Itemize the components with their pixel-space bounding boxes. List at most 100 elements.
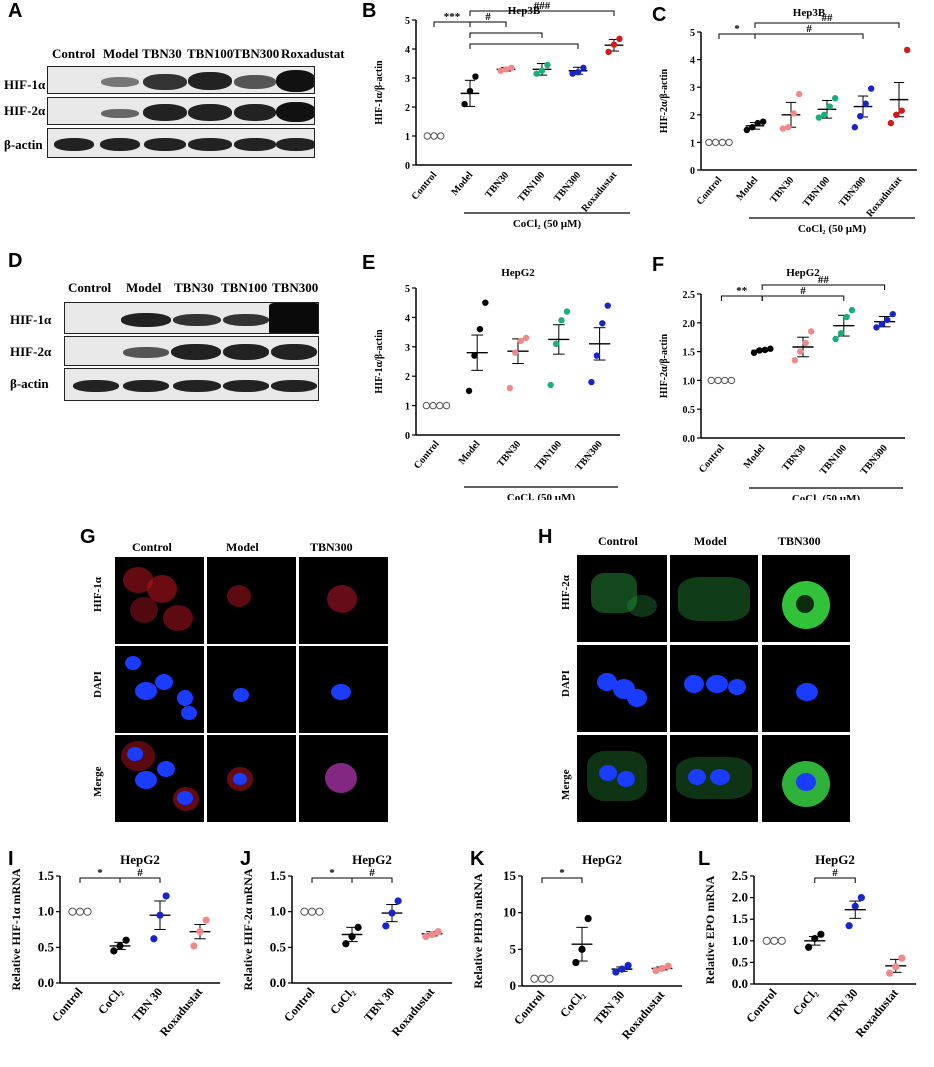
- micro-g-tbn300-dapi: [299, 646, 388, 733]
- significance-label: ##: [822, 12, 834, 24]
- data-point: [537, 974, 547, 983]
- x-tick-label: Roxadustat: [579, 169, 619, 214]
- data-point: [547, 381, 554, 389]
- x-tick-label: TBN100: [533, 439, 564, 473]
- band: [276, 70, 314, 92]
- y-tick-label: 0.0: [683, 434, 696, 445]
- cell: [155, 674, 173, 690]
- panel-letter-c: C: [652, 4, 667, 26]
- blot-d-lane-label: Model: [126, 280, 162, 295]
- micro-h-col-label: TBN300: [778, 534, 821, 548]
- data-point: [382, 922, 390, 930]
- data-point: [898, 107, 905, 114]
- data-point: [116, 942, 124, 950]
- y-tick-label: 5: [510, 941, 517, 956]
- band: [171, 344, 221, 360]
- cell: [678, 577, 750, 621]
- band: [188, 138, 232, 151]
- data-point: [807, 328, 815, 335]
- x-tick-label: Model: [457, 439, 483, 467]
- band: [271, 380, 317, 392]
- chart-l: HepG2 0.0 0.5 1.0 1.5 2.0 2.5 Relative EPO mRNA…: [703, 852, 916, 1040]
- cell: [157, 761, 175, 777]
- significance-bracket: [754, 22, 900, 28]
- micro-g-control-hif: [115, 557, 204, 644]
- cell: [135, 682, 157, 700]
- data-point: [599, 320, 606, 327]
- x-tick-label: TBN300: [574, 439, 605, 473]
- blot-d-row-label: HIF-1α: [10, 312, 52, 327]
- data-point: [162, 892, 170, 900]
- panel-letter-h: H: [538, 526, 553, 548]
- data-point: [903, 46, 911, 54]
- data-point: [423, 132, 431, 140]
- blot-a-lane-label: TBN300: [233, 46, 280, 61]
- data-point: [711, 138, 720, 147]
- group-label: CoCl₂ (50 µM): [507, 492, 576, 500]
- data-point: [508, 64, 515, 72]
- data-point: [533, 70, 540, 77]
- chart-title: HepG2: [815, 852, 855, 867]
- data-point: [790, 110, 797, 117]
- cell: [147, 575, 177, 603]
- data-point: [578, 945, 586, 953]
- band: [223, 380, 269, 392]
- y-tick-label: 1.5: [683, 348, 696, 359]
- significance-label: *: [329, 867, 335, 879]
- data-point: [851, 902, 859, 910]
- panel-letter-i: I: [8, 848, 14, 870]
- significance-bracket: [754, 33, 864, 39]
- y-tick-label: 1.0: [683, 376, 696, 387]
- data-point: [472, 73, 479, 80]
- data-point: [538, 67, 546, 74]
- y-tick-label: 2: [690, 111, 695, 122]
- cell: [327, 585, 357, 613]
- x-tick-label: TBN30: [768, 175, 796, 205]
- panel-letter-b: B: [362, 0, 377, 22]
- data-point: [795, 90, 803, 98]
- band: [234, 75, 276, 89]
- x-tick-label: Roxadustat: [864, 174, 904, 219]
- y-tick-label: 0.0: [38, 975, 54, 990]
- cell: [135, 771, 157, 789]
- data-point: [797, 348, 804, 355]
- data-point: [754, 119, 761, 127]
- x-tick-label: CoCl₂: [95, 985, 125, 1017]
- panel-letter-l: L: [698, 848, 711, 870]
- x-tick-label: TBN100: [801, 175, 832, 209]
- data-point: [83, 907, 92, 916]
- significance-label: ###: [534, 0, 551, 12]
- significance-bracket: [469, 43, 579, 49]
- data-point: [300, 907, 309, 916]
- micro-h-col-label: Model: [694, 534, 727, 548]
- y-axis-label: HIF-2α/β-actin: [659, 333, 670, 398]
- data-point: [574, 69, 582, 76]
- data-point: [522, 334, 530, 342]
- data-point: [867, 85, 875, 92]
- cell: [627, 595, 657, 617]
- x-tick-label: TBN 30: [129, 985, 165, 1024]
- x-tick-label: Control: [410, 170, 440, 203]
- micro-g-col-label: Model: [226, 540, 259, 554]
- data-point: [110, 947, 118, 955]
- data-point: [436, 401, 444, 410]
- data-point: [779, 125, 787, 132]
- data-point: [785, 124, 792, 131]
- chart-f: HepG2 0.0 0.5 1.0 1.5 2.0 2.5 HIF-2α/β-actin Con…: [659, 267, 905, 500]
- micro-h-tbn300-dapi: [762, 645, 850, 732]
- chart-i: HepG2 0.0 0.5 1.0 1.5 Relative HIF-1α mRNA Con…: [9, 852, 220, 1039]
- y-tick-label: 0.0: [732, 976, 748, 991]
- data-point: [430, 132, 438, 140]
- data-point: [843, 313, 850, 321]
- significance-label: *: [734, 23, 740, 35]
- panel-letter-e: E: [362, 252, 376, 274]
- cell: [710, 769, 730, 785]
- band: [73, 380, 119, 392]
- data-point: [434, 928, 442, 936]
- blot-a-lane-label: TBN30: [142, 46, 182, 61]
- cell: [177, 690, 193, 706]
- y-axis-label: Relative HIF-1α mRNA: [9, 868, 23, 990]
- cell: [127, 747, 143, 761]
- significance-bracket: [761, 284, 886, 290]
- micro-h-row-label: Merge: [560, 769, 572, 800]
